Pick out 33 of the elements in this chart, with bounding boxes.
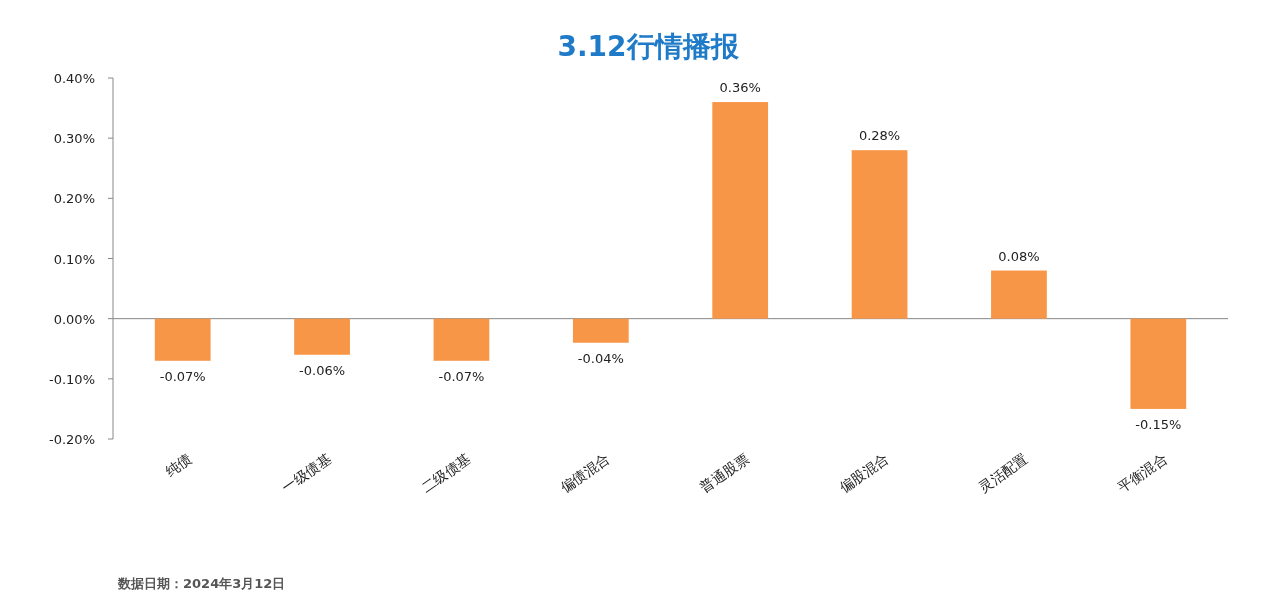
bar bbox=[712, 102, 769, 319]
y-tick-label: 0.30% bbox=[53, 131, 95, 147]
bar bbox=[294, 318, 350, 355]
y-tick-label: 0.10% bbox=[53, 251, 95, 267]
text: 数据日期：2024年3月12日 bbox=[117, 576, 286, 591]
bar bbox=[154, 318, 211, 361]
x-tick-label: 纯债 bbox=[162, 450, 195, 480]
y-tick-label: 0.40% bbox=[53, 71, 95, 86]
x-tick-label: 二级债基 bbox=[418, 450, 474, 496]
data-label: 0.28% bbox=[858, 128, 901, 144]
data-label: 0.36% bbox=[719, 80, 761, 96]
bar bbox=[991, 270, 1047, 319]
bar bbox=[433, 318, 490, 361]
x-tick-label: 偏股混合 bbox=[836, 450, 892, 496]
data-label: -0.07% bbox=[438, 368, 485, 384]
x-tick-label: 一级债基 bbox=[278, 450, 334, 496]
data-label: -0.15% bbox=[1135, 416, 1182, 432]
x-tick-label: 普通股票 bbox=[696, 450, 752, 496]
x-tick-label: 偏债混合 bbox=[557, 450, 613, 496]
chart-title: 3.12行情播报 bbox=[557, 30, 740, 63]
y-tick-label: 0.20% bbox=[53, 191, 95, 207]
x-tick-label: 平衡混合 bbox=[1114, 450, 1171, 496]
data-label: -0.07% bbox=[159, 368, 206, 384]
data-label: 0.08% bbox=[998, 248, 1040, 264]
y-tick-label: 0.00% bbox=[53, 311, 95, 327]
bar bbox=[572, 318, 629, 343]
y-tick-label: -0.20% bbox=[49, 432, 95, 447]
data-label: -0.06% bbox=[299, 362, 346, 378]
data-label: -0.04% bbox=[577, 350, 624, 366]
bar bbox=[851, 150, 908, 319]
y-tick-label: -0.10% bbox=[49, 371, 95, 387]
x-tick-label: 灵活配置 bbox=[975, 450, 1031, 496]
bar bbox=[1130, 318, 1187, 409]
